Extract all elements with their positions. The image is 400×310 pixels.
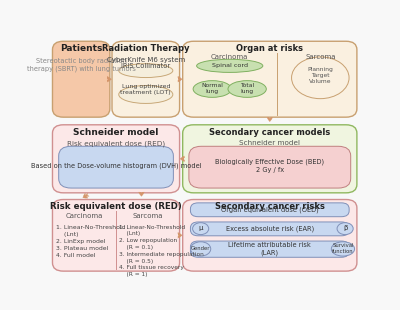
FancyBboxPatch shape bbox=[59, 146, 173, 188]
FancyBboxPatch shape bbox=[52, 200, 180, 271]
Ellipse shape bbox=[292, 57, 349, 99]
FancyBboxPatch shape bbox=[183, 125, 357, 193]
Text: Spinal cord: Spinal cord bbox=[212, 63, 248, 68]
Text: Organ equivalent dose (OED): Organ equivalent dose (OED) bbox=[221, 206, 319, 213]
Text: Biologically Effective Dose (BED)
2 Gy / fx: Biologically Effective Dose (BED) 2 Gy /… bbox=[215, 158, 324, 173]
Text: Secondary cancer risks: Secondary cancer risks bbox=[215, 202, 325, 211]
Text: Organ at risks: Organ at risks bbox=[236, 44, 303, 53]
Ellipse shape bbox=[228, 81, 266, 97]
FancyBboxPatch shape bbox=[189, 146, 351, 188]
Text: β: β bbox=[343, 225, 347, 231]
FancyBboxPatch shape bbox=[183, 41, 357, 117]
Text: Total
lung: Total lung bbox=[240, 83, 254, 94]
Text: Based on the Dose-volume histogram (DVH) model: Based on the Dose-volume histogram (DVH)… bbox=[31, 162, 201, 169]
Ellipse shape bbox=[193, 81, 232, 97]
Text: Lifetime attributable risk
(LAR): Lifetime attributable risk (LAR) bbox=[228, 242, 311, 256]
Text: Excess absolute risk (EAR): Excess absolute risk (EAR) bbox=[226, 225, 314, 232]
FancyBboxPatch shape bbox=[190, 222, 349, 236]
Ellipse shape bbox=[331, 242, 354, 256]
FancyBboxPatch shape bbox=[190, 241, 349, 257]
Ellipse shape bbox=[119, 86, 173, 104]
Text: Carcinoma: Carcinoma bbox=[211, 54, 248, 60]
FancyBboxPatch shape bbox=[52, 41, 110, 117]
Text: 1. Linear-No-Threshold
    (Lnt)
2. Low repopulation
    (R = 0.1)
3. Intermedia: 1. Linear-No-Threshold (Lnt) 2. Low repo… bbox=[119, 224, 204, 277]
Text: Radiation Therapy: Radiation Therapy bbox=[102, 44, 190, 53]
FancyBboxPatch shape bbox=[183, 200, 357, 271]
Text: μ: μ bbox=[198, 225, 203, 231]
Text: Sarcoma: Sarcoma bbox=[132, 213, 163, 219]
Text: Gender: Gender bbox=[191, 246, 210, 251]
Text: IRIS Collimator: IRIS Collimator bbox=[121, 63, 170, 69]
Text: Lung optimized
treatment (LOT): Lung optimized treatment (LOT) bbox=[120, 84, 171, 95]
Text: Schneider model: Schneider model bbox=[73, 128, 159, 137]
Ellipse shape bbox=[190, 242, 211, 256]
Ellipse shape bbox=[197, 59, 263, 73]
Ellipse shape bbox=[337, 223, 353, 235]
FancyBboxPatch shape bbox=[52, 125, 180, 193]
Text: Schneider model: Schneider model bbox=[239, 140, 300, 146]
Text: Patients: Patients bbox=[60, 44, 102, 53]
Text: Stereotactic body radiation
therapy (SBRT) with lung tumors: Stereotactic body radiation therapy (SBR… bbox=[27, 58, 136, 72]
Text: Risk equivalent dose (RED): Risk equivalent dose (RED) bbox=[50, 202, 182, 211]
Text: Sarcoma: Sarcoma bbox=[305, 54, 336, 60]
Ellipse shape bbox=[119, 64, 173, 78]
Text: Survival
function: Survival function bbox=[332, 243, 354, 254]
Text: Secondary cancer models: Secondary cancer models bbox=[209, 128, 330, 137]
Text: Risk equivalent dose (RED): Risk equivalent dose (RED) bbox=[67, 140, 165, 147]
Text: Carcinoma: Carcinoma bbox=[66, 213, 103, 219]
Text: 1. Linear-No-Threshold
    (Lnt)
2. LinExp model
3. Plateau model
4. Full model: 1. Linear-No-Threshold (Lnt) 2. LinExp m… bbox=[56, 224, 126, 258]
FancyBboxPatch shape bbox=[190, 203, 349, 217]
Text: Planning
Target
Volume: Planning Target Volume bbox=[307, 67, 333, 84]
FancyBboxPatch shape bbox=[112, 41, 180, 117]
Text: Normal
lung: Normal lung bbox=[201, 83, 223, 94]
Ellipse shape bbox=[193, 223, 209, 235]
Text: CyberKnife M6 system: CyberKnife M6 system bbox=[107, 57, 185, 63]
